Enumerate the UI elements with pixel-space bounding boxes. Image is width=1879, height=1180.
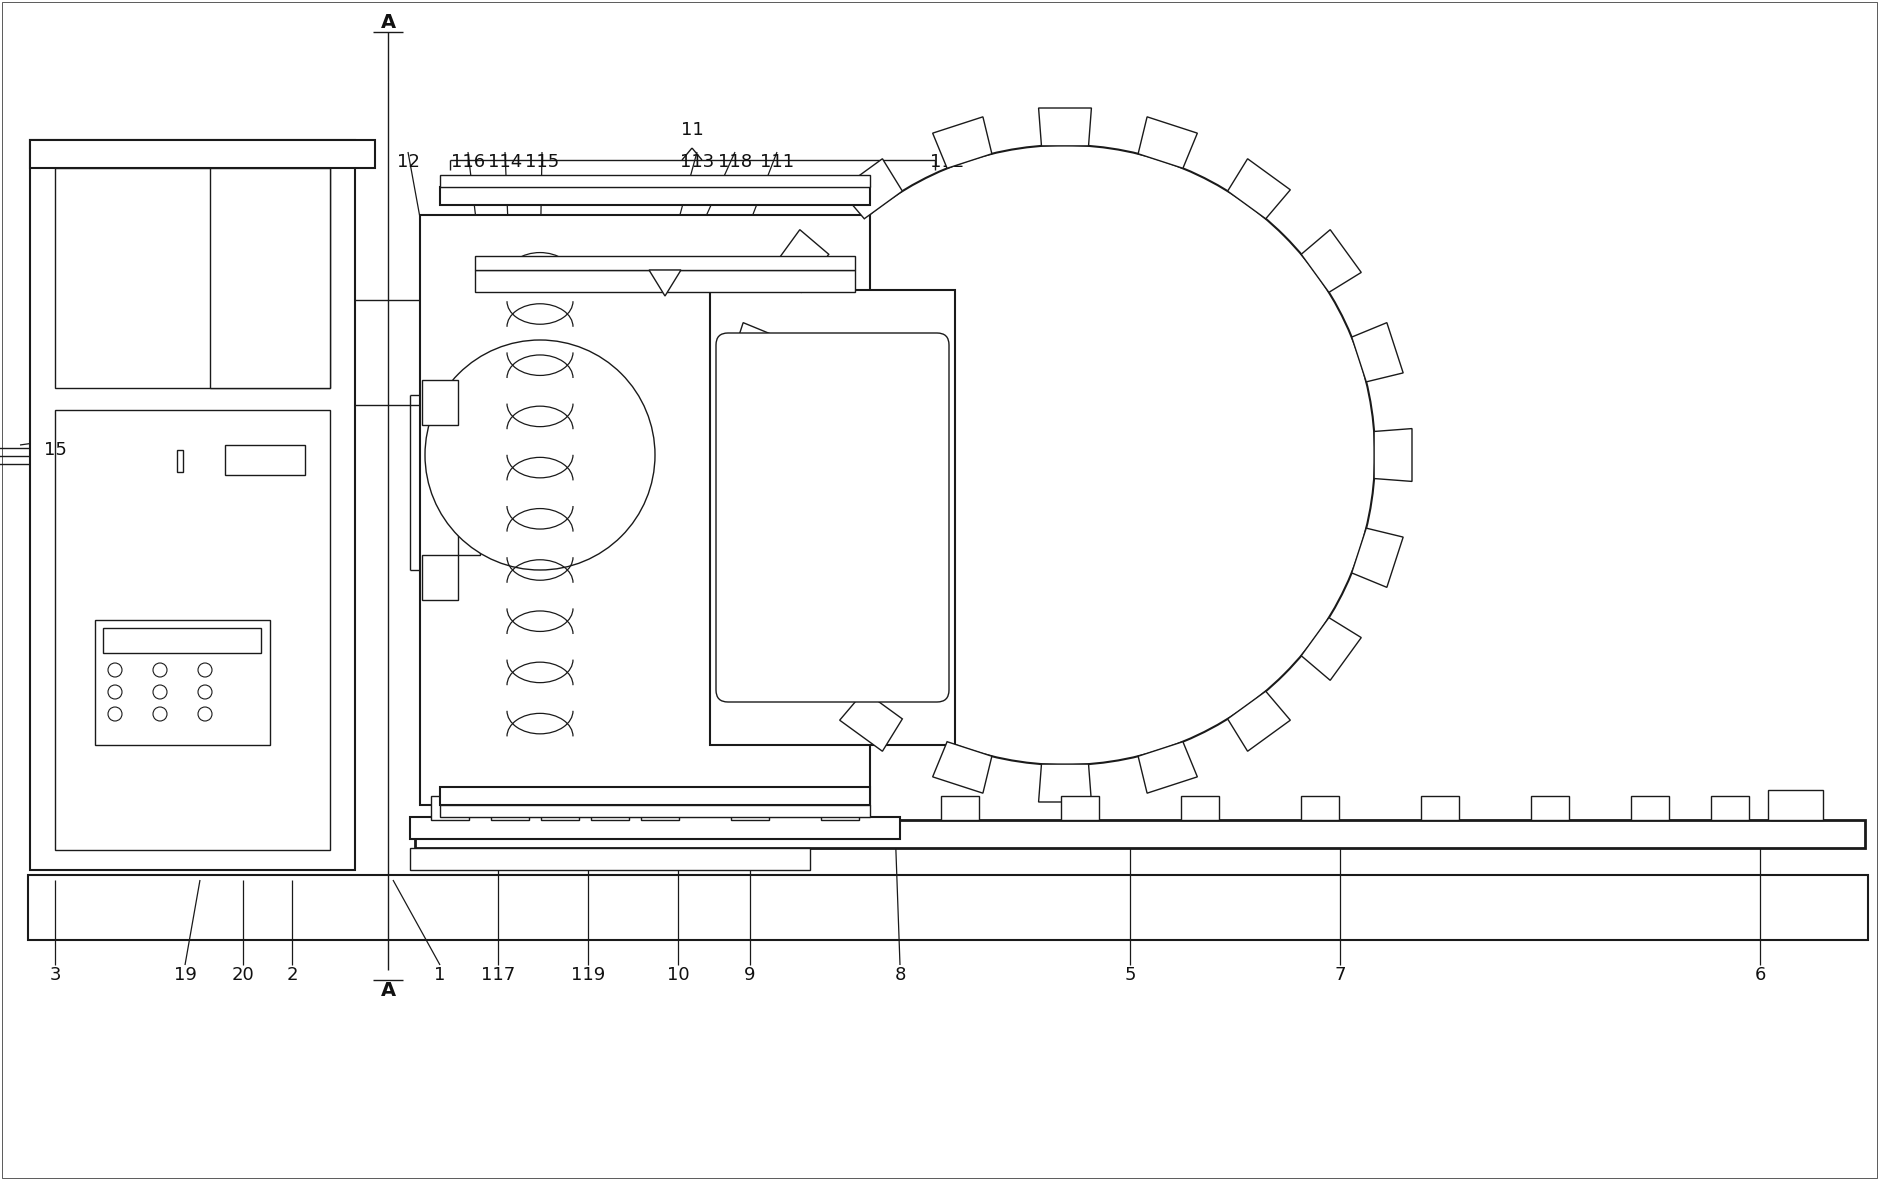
Text: 3: 3 <box>49 966 60 984</box>
Polygon shape <box>1139 117 1197 169</box>
Polygon shape <box>727 322 778 382</box>
Polygon shape <box>840 691 902 752</box>
Text: 116: 116 <box>451 153 485 171</box>
Text: 9: 9 <box>744 966 755 984</box>
Bar <box>1182 796 1219 820</box>
Bar <box>415 820 1866 848</box>
Bar <box>821 796 859 820</box>
Polygon shape <box>1039 109 1092 146</box>
Text: 118: 118 <box>718 153 752 171</box>
Bar <box>54 409 331 850</box>
Bar <box>440 787 870 805</box>
Text: 119: 119 <box>571 966 605 984</box>
Polygon shape <box>1302 617 1360 681</box>
Bar <box>641 796 678 820</box>
Text: 11: 11 <box>680 122 703 139</box>
Bar <box>430 796 470 820</box>
FancyBboxPatch shape <box>716 333 949 702</box>
Bar <box>1768 789 1823 820</box>
Text: 113: 113 <box>680 153 714 171</box>
Text: 115: 115 <box>524 153 560 171</box>
Text: 2: 2 <box>286 966 297 984</box>
Polygon shape <box>1351 322 1404 382</box>
Bar <box>225 445 304 476</box>
Bar <box>423 555 458 599</box>
Bar <box>96 620 271 745</box>
Text: 4: 4 <box>254 146 265 164</box>
Polygon shape <box>1039 765 1092 802</box>
Polygon shape <box>1227 159 1291 218</box>
Bar <box>1772 796 1809 820</box>
Bar <box>490 796 530 820</box>
Bar <box>210 168 331 388</box>
Text: 8: 8 <box>894 966 906 984</box>
Text: 114: 114 <box>489 153 522 171</box>
Text: 6: 6 <box>1755 966 1766 984</box>
Text: 15: 15 <box>43 441 66 459</box>
Bar <box>1421 796 1458 820</box>
Bar <box>475 256 855 270</box>
Bar <box>410 817 900 839</box>
Polygon shape <box>727 529 778 588</box>
Polygon shape <box>1351 529 1404 588</box>
Polygon shape <box>1227 691 1291 752</box>
Bar <box>103 628 261 653</box>
Bar <box>1712 796 1749 820</box>
Bar <box>731 796 769 820</box>
Bar <box>1631 796 1669 820</box>
Bar <box>54 168 331 388</box>
Bar <box>440 175 870 186</box>
Text: 20: 20 <box>231 966 254 984</box>
Bar <box>1062 796 1099 820</box>
Text: 12: 12 <box>396 153 419 171</box>
Bar <box>28 876 1868 940</box>
Bar <box>410 848 810 870</box>
Bar <box>440 805 870 817</box>
Text: 5: 5 <box>1124 966 1135 984</box>
Polygon shape <box>1139 742 1197 793</box>
Circle shape <box>755 145 1375 765</box>
Text: 19: 19 <box>173 966 197 984</box>
Bar <box>458 425 479 555</box>
Text: 10: 10 <box>667 966 690 984</box>
Polygon shape <box>769 230 829 293</box>
Polygon shape <box>1374 428 1411 481</box>
Polygon shape <box>1302 230 1360 293</box>
Bar <box>1531 796 1569 820</box>
Bar <box>30 140 376 168</box>
Bar <box>941 796 979 820</box>
Text: 117: 117 <box>481 966 515 984</box>
Bar <box>423 380 458 425</box>
Text: 111: 111 <box>759 153 795 171</box>
Bar <box>475 270 855 291</box>
Polygon shape <box>648 270 680 296</box>
Polygon shape <box>932 742 992 793</box>
Text: 1: 1 <box>434 966 445 984</box>
Bar <box>541 796 579 820</box>
Polygon shape <box>840 159 902 218</box>
Text: A: A <box>380 981 396 999</box>
Bar <box>30 140 355 870</box>
Bar <box>592 796 629 820</box>
Polygon shape <box>932 117 992 169</box>
Bar <box>440 186 870 205</box>
Bar <box>1300 796 1340 820</box>
Text: 112: 112 <box>930 153 964 171</box>
Circle shape <box>425 340 656 570</box>
Bar <box>177 450 182 472</box>
Polygon shape <box>718 428 755 481</box>
Text: 7: 7 <box>1334 966 1345 984</box>
Text: A: A <box>380 13 396 32</box>
Bar <box>710 290 955 745</box>
Polygon shape <box>769 617 829 681</box>
Bar <box>421 215 870 805</box>
